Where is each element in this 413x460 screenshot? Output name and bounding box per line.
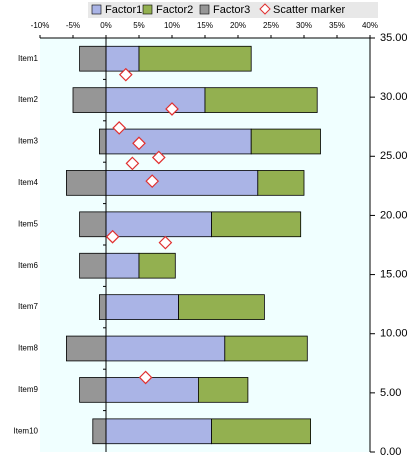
bar — [105, 418, 212, 445]
category-label: Item3 — [18, 137, 39, 146]
bar — [105, 87, 206, 113]
scatter-marker — [138, 370, 153, 385]
bar — [92, 418, 107, 445]
legend-marker — [259, 3, 271, 15]
x-tick-label: -5% — [66, 21, 80, 30]
bar — [105, 128, 252, 155]
legend-label: Factor3 — [213, 4, 250, 16]
x-tick-label: -10% — [31, 21, 50, 30]
x-tick-label: 10% — [164, 21, 180, 30]
y2-tick-label: 25.00 — [380, 150, 408, 162]
category-label: Item1 — [18, 54, 39, 63]
scatter-marker — [105, 229, 120, 244]
scatter-marker — [118, 67, 133, 82]
bar — [79, 45, 107, 72]
x-tick-label: 5% — [133, 21, 145, 30]
y2-tick-label: 35.00 — [380, 32, 408, 44]
y2-tick-label: 20.00 — [380, 209, 408, 221]
category-label: Item8 — [18, 344, 39, 353]
bar — [105, 45, 140, 72]
x-tick-label: 20% — [230, 21, 246, 30]
bar — [105, 335, 226, 362]
bar — [79, 252, 107, 279]
category-label: Item2 — [18, 95, 39, 104]
y2-tick-label: 0.00 — [380, 446, 401, 458]
scatter-marker — [112, 121, 127, 135]
legend-box — [88, 2, 378, 18]
category-label: Item7 — [18, 302, 39, 311]
y2-tick-label: 30.00 — [380, 91, 408, 103]
legend-swatch — [142, 4, 153, 15]
category-label: Item9 — [18, 385, 39, 394]
legend-label: Factor2 — [156, 4, 193, 16]
bar — [211, 211, 302, 238]
scatter-marker — [125, 156, 140, 171]
bar — [138, 45, 252, 72]
bar — [257, 170, 305, 196]
bar — [79, 211, 107, 238]
bar — [204, 87, 318, 113]
x-tick-label: 35% — [329, 21, 345, 30]
bar — [105, 170, 259, 196]
category-label: Item4 — [18, 178, 39, 187]
category-label: Item6 — [18, 261, 39, 270]
category-label: Item10 — [14, 426, 39, 435]
bar — [105, 377, 199, 403]
bar — [105, 294, 179, 320]
bar — [99, 128, 107, 155]
y2-tick-label: 15.00 — [380, 268, 408, 280]
scatter-marker — [151, 150, 166, 165]
scatter-marker — [132, 136, 146, 151]
bar — [224, 335, 308, 362]
scatter-marker — [165, 102, 179, 116]
legend-swatch — [91, 4, 102, 15]
x-tick-label: 25% — [263, 21, 279, 30]
bar — [66, 335, 107, 362]
bar — [197, 377, 249, 403]
bar — [66, 170, 107, 196]
category-label: Item5 — [18, 219, 39, 228]
bar — [105, 252, 140, 279]
bar — [211, 418, 312, 445]
bar — [105, 211, 212, 238]
x-tick-label: 0% — [100, 21, 112, 30]
x-tick-label: 15% — [197, 21, 213, 30]
bar — [250, 128, 321, 155]
scatter-marker — [158, 235, 173, 250]
x-tick-label: 40% — [362, 21, 378, 30]
bar — [138, 252, 176, 279]
bar — [178, 294, 265, 320]
scatter-marker — [145, 174, 160, 188]
legend-swatch — [199, 4, 210, 15]
bar — [72, 87, 107, 113]
legend-label: Scatter marker — [273, 4, 345, 16]
legend-label: Factor1 — [105, 4, 142, 16]
x-tick-label: 30% — [296, 21, 312, 30]
y2-tick-label: 5.00 — [380, 387, 401, 399]
bar — [99, 294, 107, 320]
y2-tick-label: 10.00 — [380, 328, 408, 340]
bar — [79, 377, 107, 403]
